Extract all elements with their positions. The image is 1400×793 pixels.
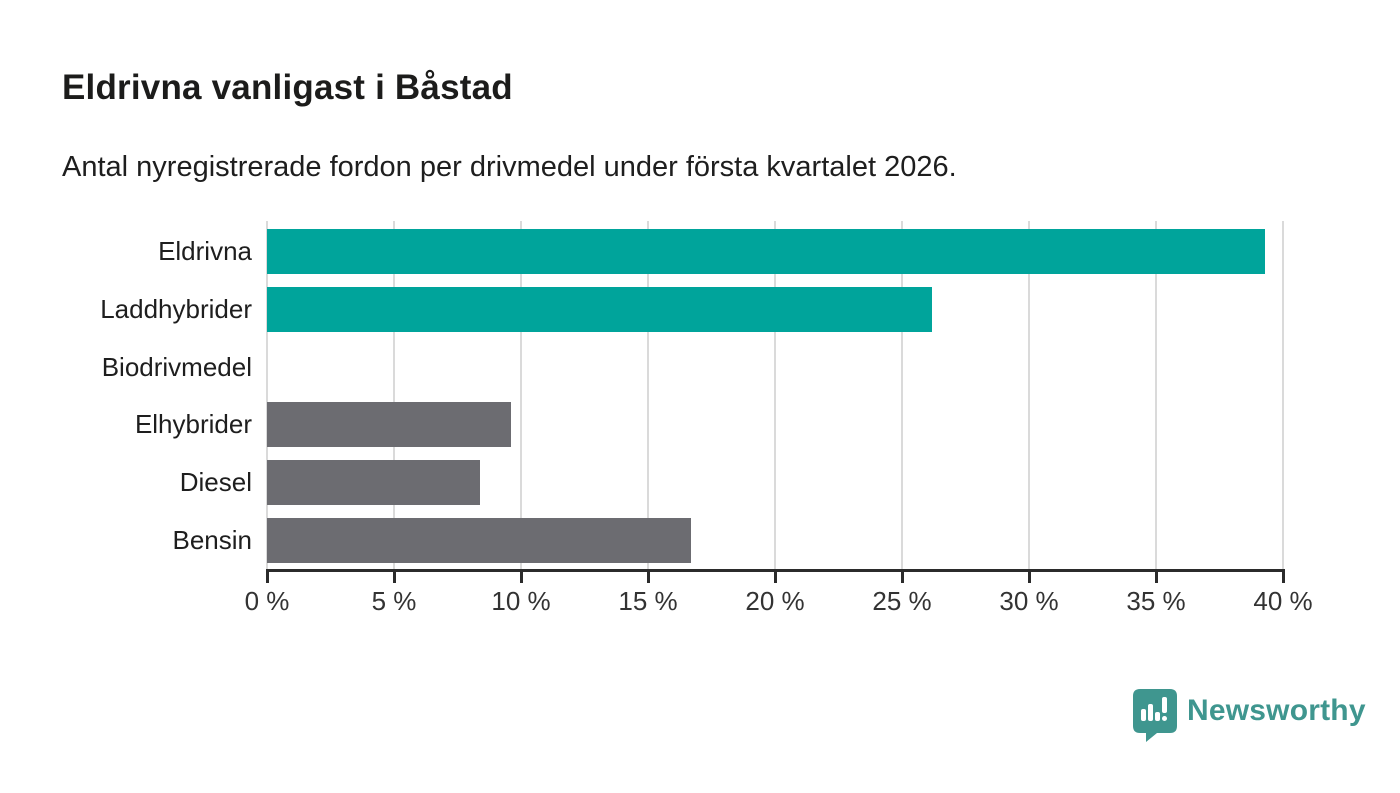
gridline-20 <box>774 221 776 569</box>
bar-eldrivna <box>267 229 1266 274</box>
x-tick-label-15: 15 % <box>618 586 678 616</box>
category-label-bensin: Bensin <box>172 525 253 555</box>
newsworthy-logo: Newsworthy <box>1133 689 1366 742</box>
category-label-diesel: Diesel <box>179 467 252 498</box>
gridline-15 <box>647 221 649 569</box>
category-label-elhybrider: Elhybrider <box>134 409 252 440</box>
x-tick-label-40: 40 % <box>1253 586 1313 616</box>
gridline-35 <box>1155 221 1157 569</box>
bar-laddhybrider <box>267 286 933 332</box>
chart-subtitle: Antal nyregistrerade fordon per drivmede… <box>62 151 957 183</box>
gridline-25 <box>901 221 903 569</box>
x-tick-label-0: 0 % <box>244 586 290 616</box>
bar-bensin <box>267 518 692 563</box>
gridline-40 <box>1282 221 1284 569</box>
x-axis-tick-25 <box>900 569 904 583</box>
x-axis-tick-20 <box>773 569 777 583</box>
category-label-biodrivmedel: Biodrivmedel <box>101 351 252 382</box>
bar-diesel <box>267 460 481 506</box>
x-axis-tick-15 <box>646 569 650 583</box>
x-axis-tick-0 <box>265 569 269 583</box>
x-axis-tick-30 <box>1027 569 1031 583</box>
gridline-5 <box>393 221 395 569</box>
x-axis-tick-5 <box>392 569 396 583</box>
x-tick-label-5: 5 % <box>371 586 417 616</box>
x-tick-label-10: 10 % <box>491 586 551 616</box>
newsworthy-wordmark: Newsworthy <box>1187 694 1366 727</box>
category-label-eldrivna: Eldrivna <box>158 236 252 266</box>
chart-title: Eldrivna vanligast i Båstad <box>62 68 513 107</box>
x-tick-label-20: 20 % <box>745 586 805 616</box>
x-axis-tick-35 <box>1154 569 1158 583</box>
gridline-10 <box>520 221 522 569</box>
x-tick-label-35: 35 % <box>1126 586 1186 616</box>
x-axis-tick-40 <box>1281 569 1285 583</box>
bar-chart-pin-icon <box>1133 689 1177 742</box>
bar-elhybrider <box>267 402 511 448</box>
category-label-laddhybrider: Laddhybrider <box>100 293 252 324</box>
x-axis-tick-10 <box>519 569 523 583</box>
x-tick-label-25: 25 % <box>872 586 932 616</box>
gridline-30 <box>1028 221 1030 569</box>
x-tick-label-30: 30 % <box>999 586 1059 616</box>
gridline-0 <box>266 221 268 569</box>
